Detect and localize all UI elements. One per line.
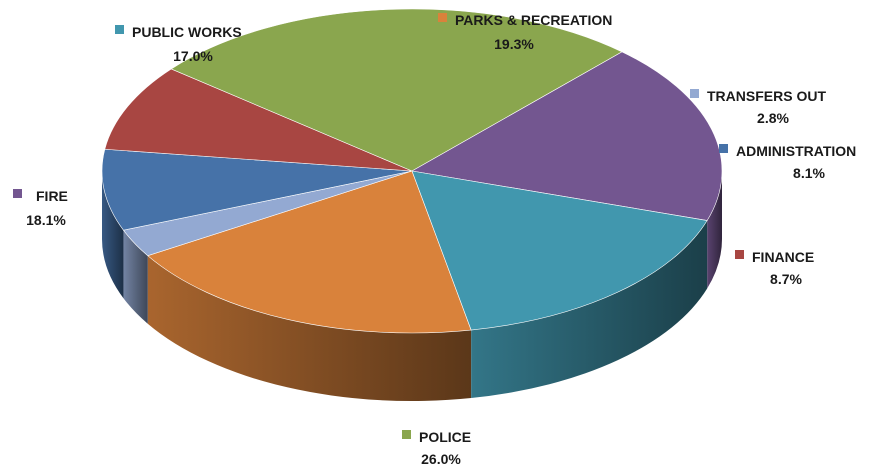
slice-name-public-works: PUBLIC WORKS [132,24,242,40]
side-fire [707,171,722,289]
label-fire: FIRE 18.1% [13,188,68,228]
label-parks-and-recreation: PARKS & RECREATION 19.3% [438,12,612,52]
slice-name-fire: FIRE [36,188,68,204]
pie-slices [101,8,723,334]
legend-key-fire [13,189,22,198]
label-finance: FINANCE 8.7% [735,249,814,287]
slice-administration [101,148,413,231]
slice-value-administration: 8.1% [793,165,825,181]
legend-key-police [402,430,411,439]
side-administration [102,171,124,299]
label-transfers-out: TRANSFERS OUT 2.8% [690,88,826,126]
slice-value-fire: 18.1% [26,212,66,228]
slice-police [170,8,623,172]
side-parks-and-recreation [147,255,472,401]
legend-key-parks-and-recreation [438,13,447,22]
slice-finance [104,68,413,172]
slice-fire [411,51,723,221]
side-transfers-out [123,230,148,324]
legend-key-administration [719,144,728,153]
pie-sides [102,171,722,401]
slice-value-finance: 8.7% [770,271,802,287]
slice-public-works [411,170,708,331]
legend-key-finance [735,250,744,259]
slice-name-transfers-out: TRANSFERS OUT [707,88,826,104]
slice-name-finance: FINANCE [752,249,814,265]
legend-key-public-works [115,25,124,34]
side-public-works [471,220,708,399]
slice-value-public-works: 17.0% [173,48,213,64]
label-police: POLICE 26.0% [402,429,471,467]
slice-value-police: 26.0% [421,451,461,465]
label-administration: ADMINISTRATION 8.1% [719,143,856,181]
slice-name-police: POLICE [419,429,471,445]
pie-labels: PARKS & RECREATION 19.3% TRANSFERS OUT 2.8%… [13,12,856,467]
slice-value-transfers-out: 2.8% [757,110,789,126]
slice-name-parks-and-recreation: PARKS & RECREATION [455,12,612,28]
legend-key-transfers-out [690,89,699,98]
slice-name-administration: ADMINISTRATION [736,143,856,159]
label-public-works: PUBLIC WORKS 17.0% [115,24,242,64]
slice-value-parks-and-recreation: 19.3% [494,36,534,52]
slice-parks-and-recreation [147,170,472,334]
